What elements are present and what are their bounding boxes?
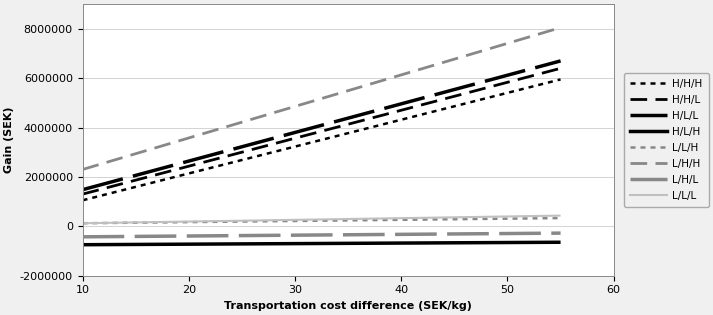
Legend: H/H/H, H/H/L, H/L/L, H/L/H, L/L/H, L/H/H, L/H/L, L/L/L: H/H/H, H/H/L, H/L/L, H/L/H, L/L/H, L/H/H… <box>624 73 709 207</box>
X-axis label: Transportation cost difference (SEK/kg): Transportation cost difference (SEK/kg) <box>224 301 472 311</box>
Y-axis label: Gain (SEK): Gain (SEK) <box>4 106 14 173</box>
